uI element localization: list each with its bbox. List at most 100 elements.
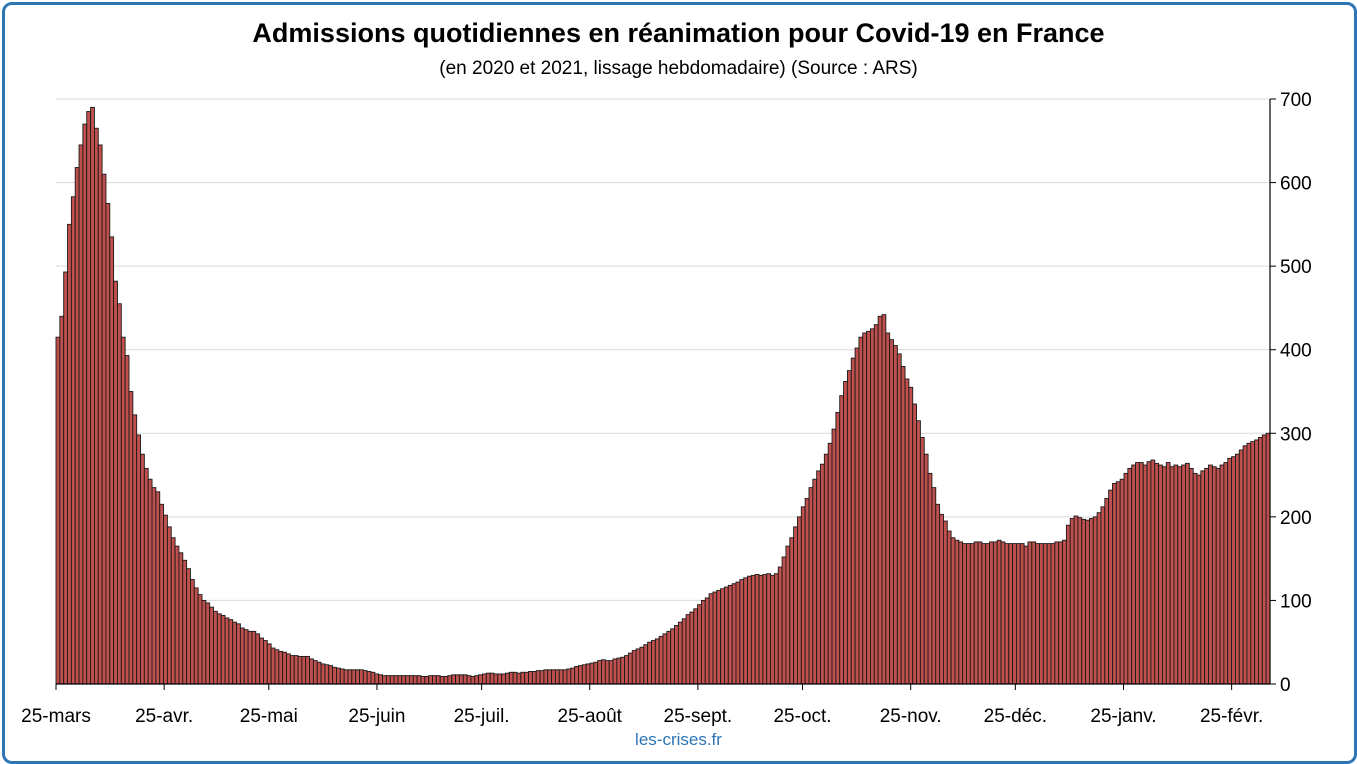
bar [1039, 543, 1044, 685]
bar [758, 574, 764, 685]
bar [397, 675, 403, 685]
bar [858, 336, 864, 685]
bar [1185, 462, 1190, 685]
bar [1242, 445, 1248, 685]
bar [1069, 518, 1075, 685]
bar [1250, 441, 1256, 685]
watermark: les-crises.fr [635, 730, 722, 749]
bar [827, 442, 833, 685]
bar-series [55, 106, 1271, 685]
bar [1165, 462, 1171, 685]
bar [593, 661, 599, 685]
bar [309, 658, 314, 685]
bar [190, 579, 195, 685]
bar [239, 627, 245, 685]
bar [812, 478, 818, 685]
bar [213, 610, 218, 685]
chart-title: Admissions quotidiennes en réanimation p… [252, 18, 1105, 48]
bar [1042, 543, 1048, 685]
bar [1085, 519, 1090, 685]
bar [896, 353, 902, 685]
bar [1035, 543, 1040, 685]
bar [647, 641, 652, 685]
bar [781, 556, 787, 685]
bar [159, 503, 165, 685]
x-tick-label: 25-déc. [984, 706, 1047, 727]
bar [324, 664, 330, 685]
bar [1223, 462, 1229, 685]
bar [462, 674, 468, 685]
bar [950, 537, 956, 685]
bar [1211, 466, 1217, 685]
bar [616, 657, 622, 685]
bar [59, 315, 65, 685]
bar [893, 345, 898, 685]
bar [382, 675, 387, 685]
bar [63, 271, 68, 685]
bar [535, 670, 541, 685]
bar [996, 539, 1002, 685]
bar [508, 671, 514, 685]
axes [55, 99, 1271, 690]
bar [716, 589, 722, 685]
x-tick-label: 25-sept. [664, 706, 733, 727]
bar [455, 674, 460, 685]
bar [969, 543, 975, 685]
bar [412, 675, 418, 685]
bar [428, 675, 433, 685]
bar [908, 386, 914, 685]
bar [1227, 457, 1233, 685]
y-tick-label: 0 [1280, 675, 1291, 696]
bar [1138, 462, 1144, 685]
bar [677, 621, 683, 685]
bar [551, 669, 556, 685]
bar [881, 314, 887, 685]
bar [866, 330, 871, 685]
bar [282, 651, 287, 685]
bar [205, 602, 211, 685]
bar [1200, 470, 1206, 685]
bar [1096, 512, 1102, 685]
bar [197, 594, 203, 685]
bar [946, 530, 952, 685]
bar [378, 674, 383, 685]
bar [919, 437, 925, 685]
bar [651, 640, 656, 685]
bar [1154, 462, 1160, 685]
bar [604, 660, 610, 685]
bar [312, 660, 318, 685]
bar [558, 669, 564, 685]
bar [877, 315, 883, 685]
bar [1012, 543, 1017, 685]
bar [916, 420, 921, 685]
bar [1135, 462, 1140, 685]
bar [777, 566, 783, 685]
bar [201, 599, 207, 685]
bar [1112, 482, 1117, 685]
bar [658, 635, 664, 685]
bar [985, 543, 991, 685]
bar [166, 526, 172, 685]
bar [1238, 449, 1244, 685]
bar [82, 123, 88, 685]
bar [789, 537, 795, 685]
bar [635, 648, 641, 685]
bar [1115, 481, 1121, 685]
bar [1173, 464, 1179, 685]
x-tick-label: 25-janv. [1090, 706, 1156, 727]
bar [797, 516, 802, 685]
bar [109, 236, 115, 685]
x-tick-label: 25-mars [21, 706, 91, 727]
bar [90, 106, 95, 685]
bar [289, 655, 295, 685]
bar [1146, 461, 1152, 685]
bar [1031, 541, 1037, 685]
bar [163, 514, 168, 685]
bar [712, 591, 718, 685]
bar [1008, 543, 1014, 685]
bar [1204, 467, 1209, 685]
bar [132, 414, 138, 685]
bar [766, 573, 772, 685]
bar [286, 653, 291, 685]
bar [1054, 541, 1060, 685]
